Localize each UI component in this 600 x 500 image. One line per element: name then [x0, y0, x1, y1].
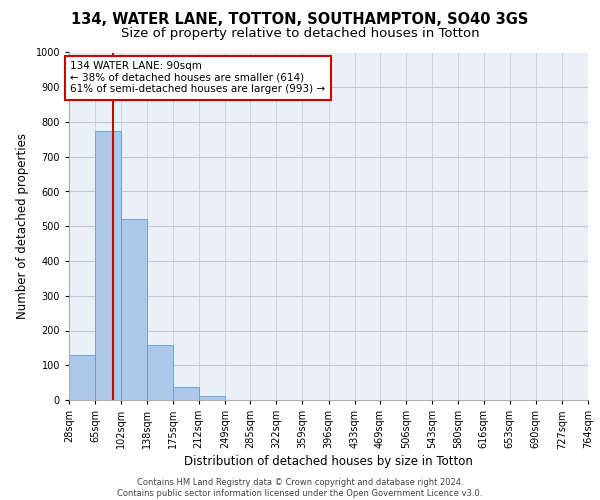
Bar — [199, 396, 225, 400]
Bar — [121, 220, 147, 400]
X-axis label: Distribution of detached houses by size in Totton: Distribution of detached houses by size … — [184, 456, 473, 468]
Y-axis label: Number of detached properties: Number of detached properties — [16, 133, 29, 320]
Text: 134, WATER LANE, TOTTON, SOUTHAMPTON, SO40 3GS: 134, WATER LANE, TOTTON, SOUTHAMPTON, SO… — [71, 12, 529, 28]
Text: 134 WATER LANE: 90sqm
← 38% of detached houses are smaller (614)
61% of semi-det: 134 WATER LANE: 90sqm ← 38% of detached … — [70, 61, 326, 94]
Bar — [95, 130, 121, 400]
Bar — [173, 387, 199, 400]
Text: Contains HM Land Registry data © Crown copyright and database right 2024.
Contai: Contains HM Land Registry data © Crown c… — [118, 478, 482, 498]
Bar — [146, 345, 173, 400]
Bar — [69, 355, 95, 400]
Text: Size of property relative to detached houses in Totton: Size of property relative to detached ho… — [121, 28, 479, 40]
